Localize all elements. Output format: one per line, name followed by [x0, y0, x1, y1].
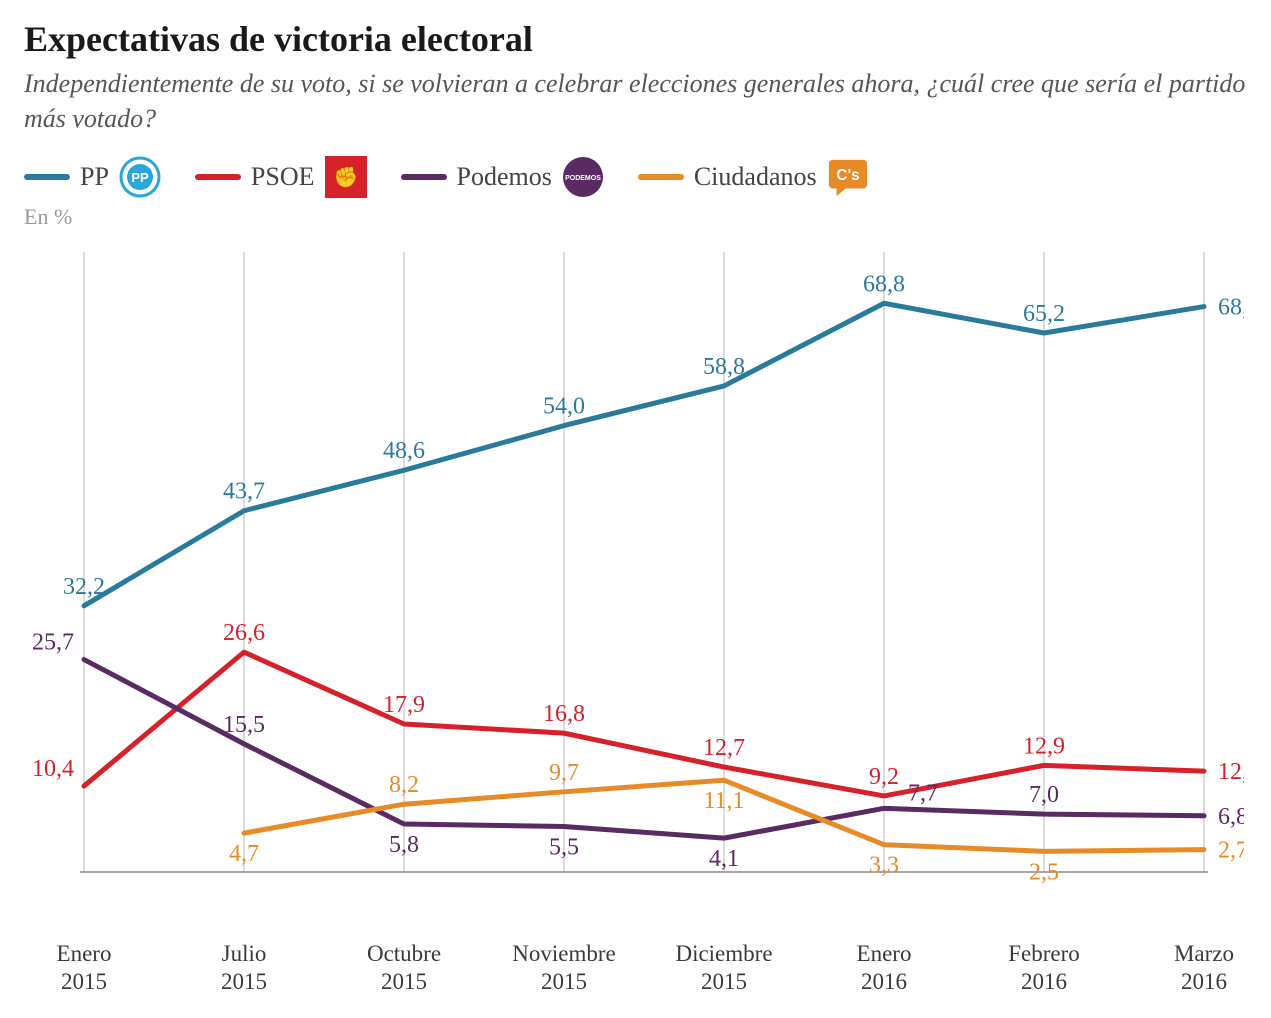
value-label: 68,8 [863, 271, 905, 297]
x-tick-year: 2016 [1174, 968, 1234, 996]
unit-label: En % [24, 204, 1247, 230]
value-label: 5,5 [549, 835, 579, 861]
value-label: 25,7 [32, 630, 74, 656]
value-label: 26,6 [223, 620, 265, 646]
psoe-icon: ✊ [325, 156, 367, 198]
legend-swatch [638, 174, 684, 180]
value-label: 9,2 [869, 764, 899, 790]
value-label: 15,5 [223, 712, 265, 738]
legend-label: Podemos [457, 162, 552, 192]
value-label: 12,9 [1023, 734, 1065, 760]
x-tick-month: Enero [57, 940, 112, 968]
legend-label: PSOE [251, 162, 315, 192]
legend-swatch [195, 174, 241, 180]
x-tick-label: Febrero2016 [1008, 940, 1080, 995]
value-label: 9,7 [549, 760, 579, 786]
x-tick-month: Febrero [1008, 940, 1080, 968]
x-tick-month: Julio [221, 940, 267, 968]
chart-subtitle: Independientemente de su voto, si se vol… [24, 66, 1247, 136]
value-label: 10,4 [32, 756, 74, 782]
value-label: 17,9 [383, 692, 425, 718]
legend-label: PP [80, 162, 109, 192]
x-axis-labels: Enero2015Julio2015Octubre2015Noviembre20… [24, 940, 1244, 1000]
value-label: 5,8 [389, 832, 419, 858]
x-tick-year: 2015 [367, 968, 441, 996]
line-chart: 32,2 43,7 48,6 54,0 58,8 68,8 65,2 68,4 10,4 26,6… [24, 232, 1244, 932]
legend-item-podemos: Podemos PODEMOS [401, 156, 604, 198]
value-label: 7,7 [908, 781, 938, 807]
value-label: 3,3 [869, 853, 899, 879]
svg-text:✊: ✊ [333, 166, 358, 189]
legend-item-ciudadanos: Ciudadanos C's [638, 156, 869, 198]
svg-text:PODEMOS: PODEMOS [565, 175, 601, 182]
legend-label: Ciudadanos [694, 162, 817, 192]
x-tick-year: 2015 [675, 968, 772, 996]
legend-item-pp: PP PP [24, 156, 161, 198]
x-tick-label: Enero2015 [57, 940, 112, 995]
line-pp [84, 303, 1204, 606]
x-tick-label: Octubre2015 [367, 940, 441, 995]
x-tick-year: 2015 [57, 968, 112, 996]
x-tick-year: 2015 [221, 968, 267, 996]
pp-icon: PP [119, 156, 161, 198]
podemos-icon: PODEMOS [562, 156, 604, 198]
x-tick-label: Noviembre2015 [512, 940, 615, 995]
chart-title: Expectativas de victoria electoral [24, 18, 1247, 60]
value-label: 32,2 [63, 574, 105, 600]
value-label: 8,2 [389, 772, 419, 798]
x-tick-label: Enero2016 [857, 940, 912, 995]
value-label: 68,4 [1218, 295, 1244, 321]
value-label: 4,7 [229, 841, 259, 867]
value-label: 48,6 [383, 438, 425, 464]
svg-text:PP: PP [131, 170, 149, 185]
value-label: 65,2 [1023, 301, 1065, 327]
value-label: 58,8 [703, 354, 745, 380]
legend: PP PP PSOE ✊ Podemos PODEMOS Ciudadanos C's [24, 156, 1247, 198]
value-label: 16,8 [543, 701, 585, 727]
value-label: 2,5 [1029, 860, 1059, 886]
value-label: 6,8 [1218, 804, 1244, 830]
value-label: 4,1 [709, 846, 739, 872]
value-label: 12,2 [1218, 759, 1244, 785]
x-tick-label: Marzo2016 [1174, 940, 1234, 995]
legend-item-psoe: PSOE ✊ [195, 156, 367, 198]
ciudadanos-icon: C's [827, 156, 869, 198]
x-tick-month: Enero [857, 940, 912, 968]
x-tick-label: Julio2015 [221, 940, 267, 995]
value-label: 12,7 [703, 735, 745, 761]
chart-svg: 32,2 43,7 48,6 54,0 58,8 68,8 65,2 68,4 10,4 26,6… [24, 232, 1244, 932]
x-tick-label: Diciembre2015 [675, 940, 772, 995]
value-label: 54,0 [543, 394, 585, 420]
value-label: 7,0 [1029, 782, 1059, 808]
x-tick-month: Octubre [367, 940, 441, 968]
legend-swatch [24, 174, 70, 180]
value-label: 11,1 [703, 788, 744, 814]
x-tick-month: Diciembre [675, 940, 772, 968]
svg-text:C's: C's [836, 167, 859, 184]
x-tick-year: 2016 [857, 968, 912, 996]
value-label: 2,7 [1218, 838, 1244, 864]
x-tick-month: Noviembre [512, 940, 615, 968]
x-tick-month: Marzo [1174, 940, 1234, 968]
x-tick-year: 2015 [512, 968, 615, 996]
x-tick-year: 2016 [1008, 968, 1080, 996]
legend-swatch [401, 174, 447, 180]
value-label: 43,7 [223, 479, 265, 505]
